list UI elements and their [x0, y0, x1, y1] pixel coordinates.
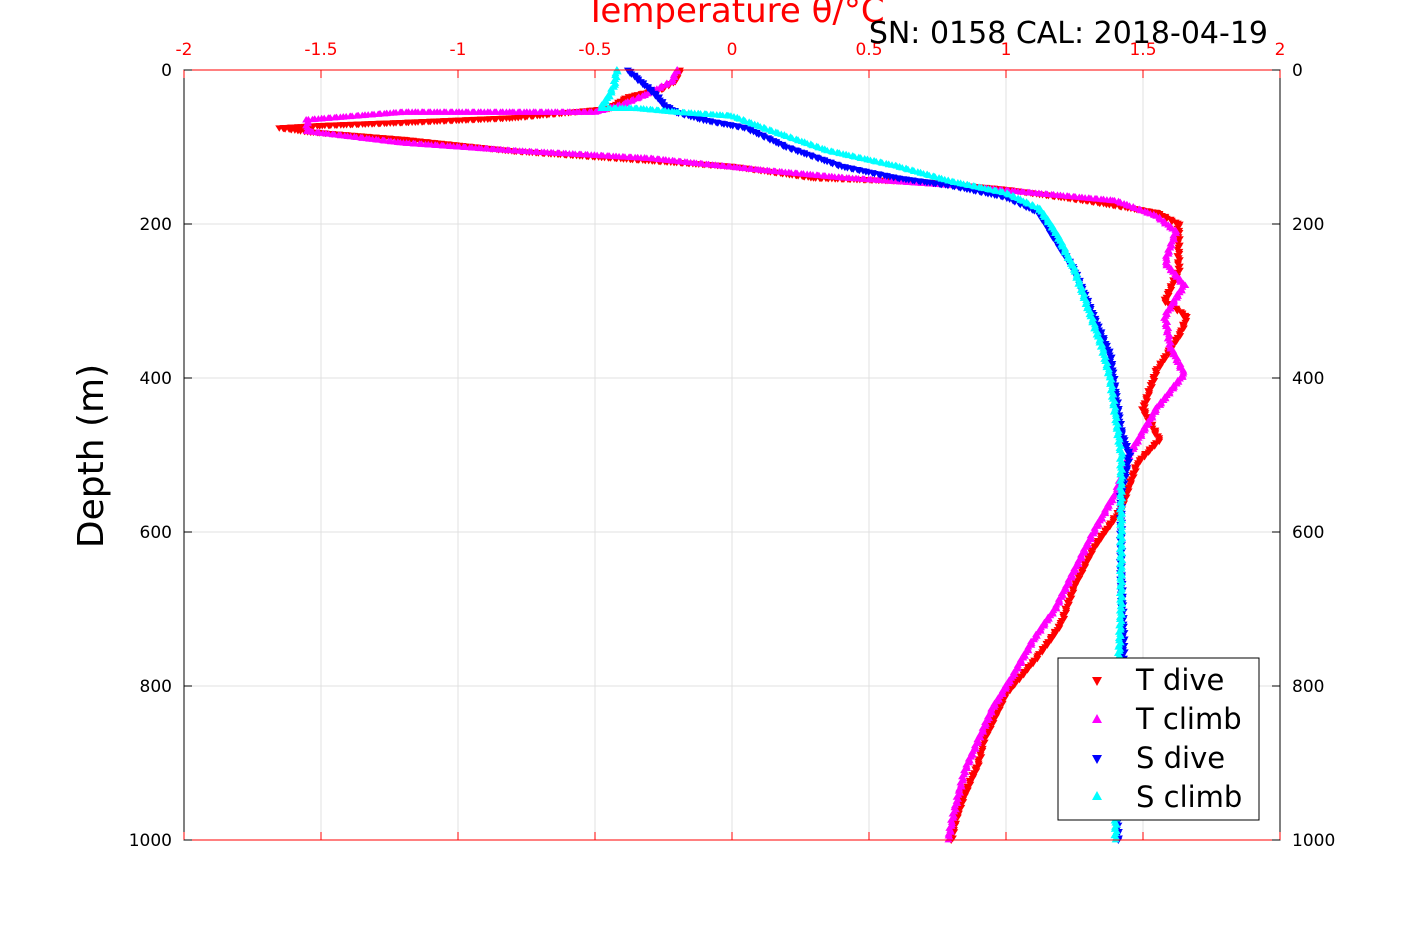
- series-layer: [275, 66, 1191, 844]
- x-tick-label: -1: [450, 40, 467, 60]
- x-tick-label: 0.5: [855, 40, 882, 60]
- legend-label-t-climb: T climb: [1135, 702, 1242, 736]
- y-tick-label-right: 200: [1292, 215, 1324, 235]
- y-tick-label-left: 400: [140, 369, 172, 389]
- legend-label-s-climb: S climb: [1136, 780, 1242, 814]
- x-tick-label: 1: [1001, 40, 1012, 60]
- x-axis-label: Temperature θ/°C: [584, 0, 884, 31]
- y-tick-label-left: 200: [140, 215, 172, 235]
- x-tick-label: 0: [727, 40, 738, 60]
- data-point: [1019, 672, 1028, 679]
- chart-title: SN: 0158 CAL: 2018-04-19: [869, 16, 1268, 51]
- y-tick-label-right: 800: [1292, 677, 1324, 697]
- y-tick-label-right: 400: [1292, 369, 1324, 389]
- x-tick-label: -2: [176, 40, 193, 60]
- series-t-climb: [302, 66, 1190, 843]
- y-tick-label-left: 1000: [129, 831, 172, 851]
- y-tick-label-right: 1000: [1292, 831, 1335, 851]
- data-point: [1096, 536, 1105, 543]
- y-tick-label-right: 0: [1292, 61, 1303, 81]
- y-tick-label-right: 600: [1292, 523, 1324, 543]
- data-point: [1038, 649, 1047, 656]
- data-point: [1111, 836, 1120, 843]
- legend-marker-s-dive: [1092, 755, 1102, 764]
- legend-label-s-dive: S dive: [1136, 741, 1225, 775]
- data-point: [1050, 632, 1059, 639]
- y-axis-label: Depth (m): [71, 364, 112, 548]
- legend: T dive T climb S dive S climb: [1057, 657, 1260, 821]
- legend-box: [1057, 657, 1260, 821]
- legend-label-t-dive: T dive: [1135, 663, 1224, 697]
- x-tick-label: 2: [1275, 40, 1286, 60]
- data-point: [1109, 518, 1118, 526]
- y-tick-label-left: 600: [140, 523, 172, 543]
- y-tick-label-left: 800: [140, 677, 172, 697]
- legend-marker-s-climb: [1092, 791, 1102, 800]
- series-t-dive: [275, 67, 1191, 844]
- x-tick-label: -1.5: [304, 40, 337, 60]
- legend-marker-t-climb: [1092, 714, 1102, 723]
- legend-marker-t-dive: [1092, 677, 1102, 686]
- data-point: [1023, 667, 1032, 674]
- data-point: [944, 836, 953, 843]
- x-tick-label: -0.5: [578, 40, 611, 60]
- x-tick-label: 1.5: [1129, 40, 1156, 60]
- y-tick-label-left: 0: [161, 61, 172, 81]
- series-s-climb: [597, 66, 1127, 843]
